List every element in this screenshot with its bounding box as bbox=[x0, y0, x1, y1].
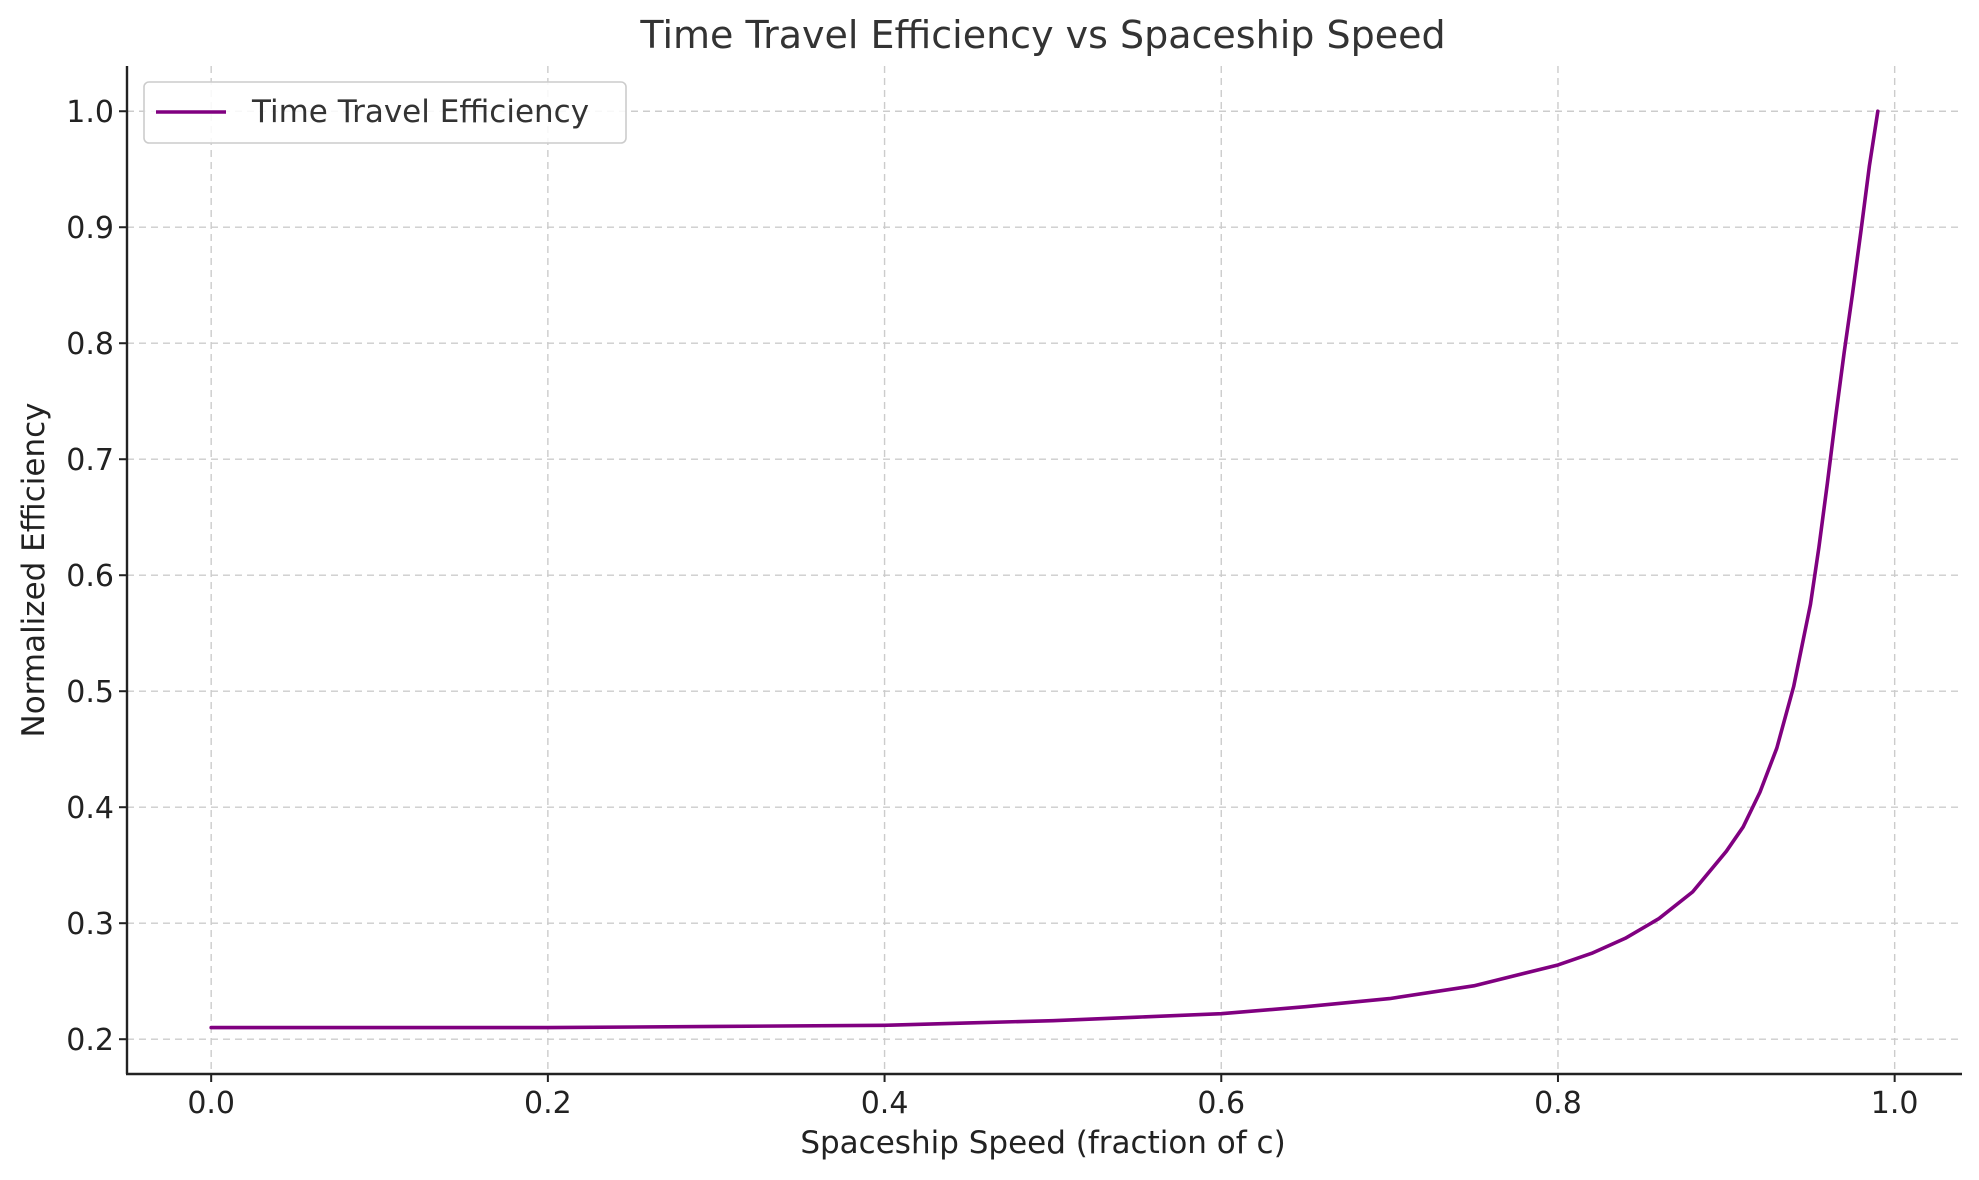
x-tick-label: 0.2 bbox=[524, 1086, 572, 1121]
legend: Time Travel Efficiency bbox=[143, 81, 627, 144]
y-tick-label: 0.3 bbox=[66, 907, 114, 942]
y-tick-label: 1.0 bbox=[66, 95, 114, 130]
y-axis-label: Normalized Efficiency bbox=[16, 403, 52, 738]
y-tick-label: 0.4 bbox=[66, 791, 114, 826]
y-tick-label: 0.7 bbox=[66, 443, 114, 478]
y-tick-label: 0.5 bbox=[66, 675, 114, 710]
x-axis-ticks: 0.0 0.2 0.4 0.6 0.8 1.0 bbox=[187, 1074, 1919, 1121]
y-axis-ticks: 0.2 0.3 0.4 0.5 0.6 0.7 0.8 0.9 1.0 bbox=[66, 95, 127, 1058]
chart-title: Time Travel Efficiency vs Spaceship Spee… bbox=[639, 13, 1445, 57]
y-tick-label: 0.2 bbox=[66, 1023, 114, 1058]
legend-label: Time Travel Efficiency bbox=[251, 94, 589, 130]
x-axis-label: Spaceship Speed (fraction of c) bbox=[800, 1125, 1285, 1161]
x-tick-label: 0.4 bbox=[861, 1086, 909, 1121]
x-tick-label: 0.8 bbox=[1534, 1086, 1582, 1121]
series-group bbox=[209, 109, 1880, 1030]
x-tick-label: 0.6 bbox=[1197, 1086, 1245, 1121]
x-tick-label: 1.0 bbox=[1871, 1086, 1919, 1121]
legend-box bbox=[143, 81, 627, 144]
y-tick-label: 0.9 bbox=[66, 211, 114, 246]
x-tick-label: 0.0 bbox=[187, 1086, 235, 1121]
x-grid bbox=[210, 66, 1896, 1074]
y-tick-label: 0.8 bbox=[66, 327, 114, 362]
y-tick-label: 0.6 bbox=[66, 559, 114, 594]
y-grid bbox=[127, 110, 1962, 1040]
series-line-0 bbox=[209, 109, 1880, 1030]
